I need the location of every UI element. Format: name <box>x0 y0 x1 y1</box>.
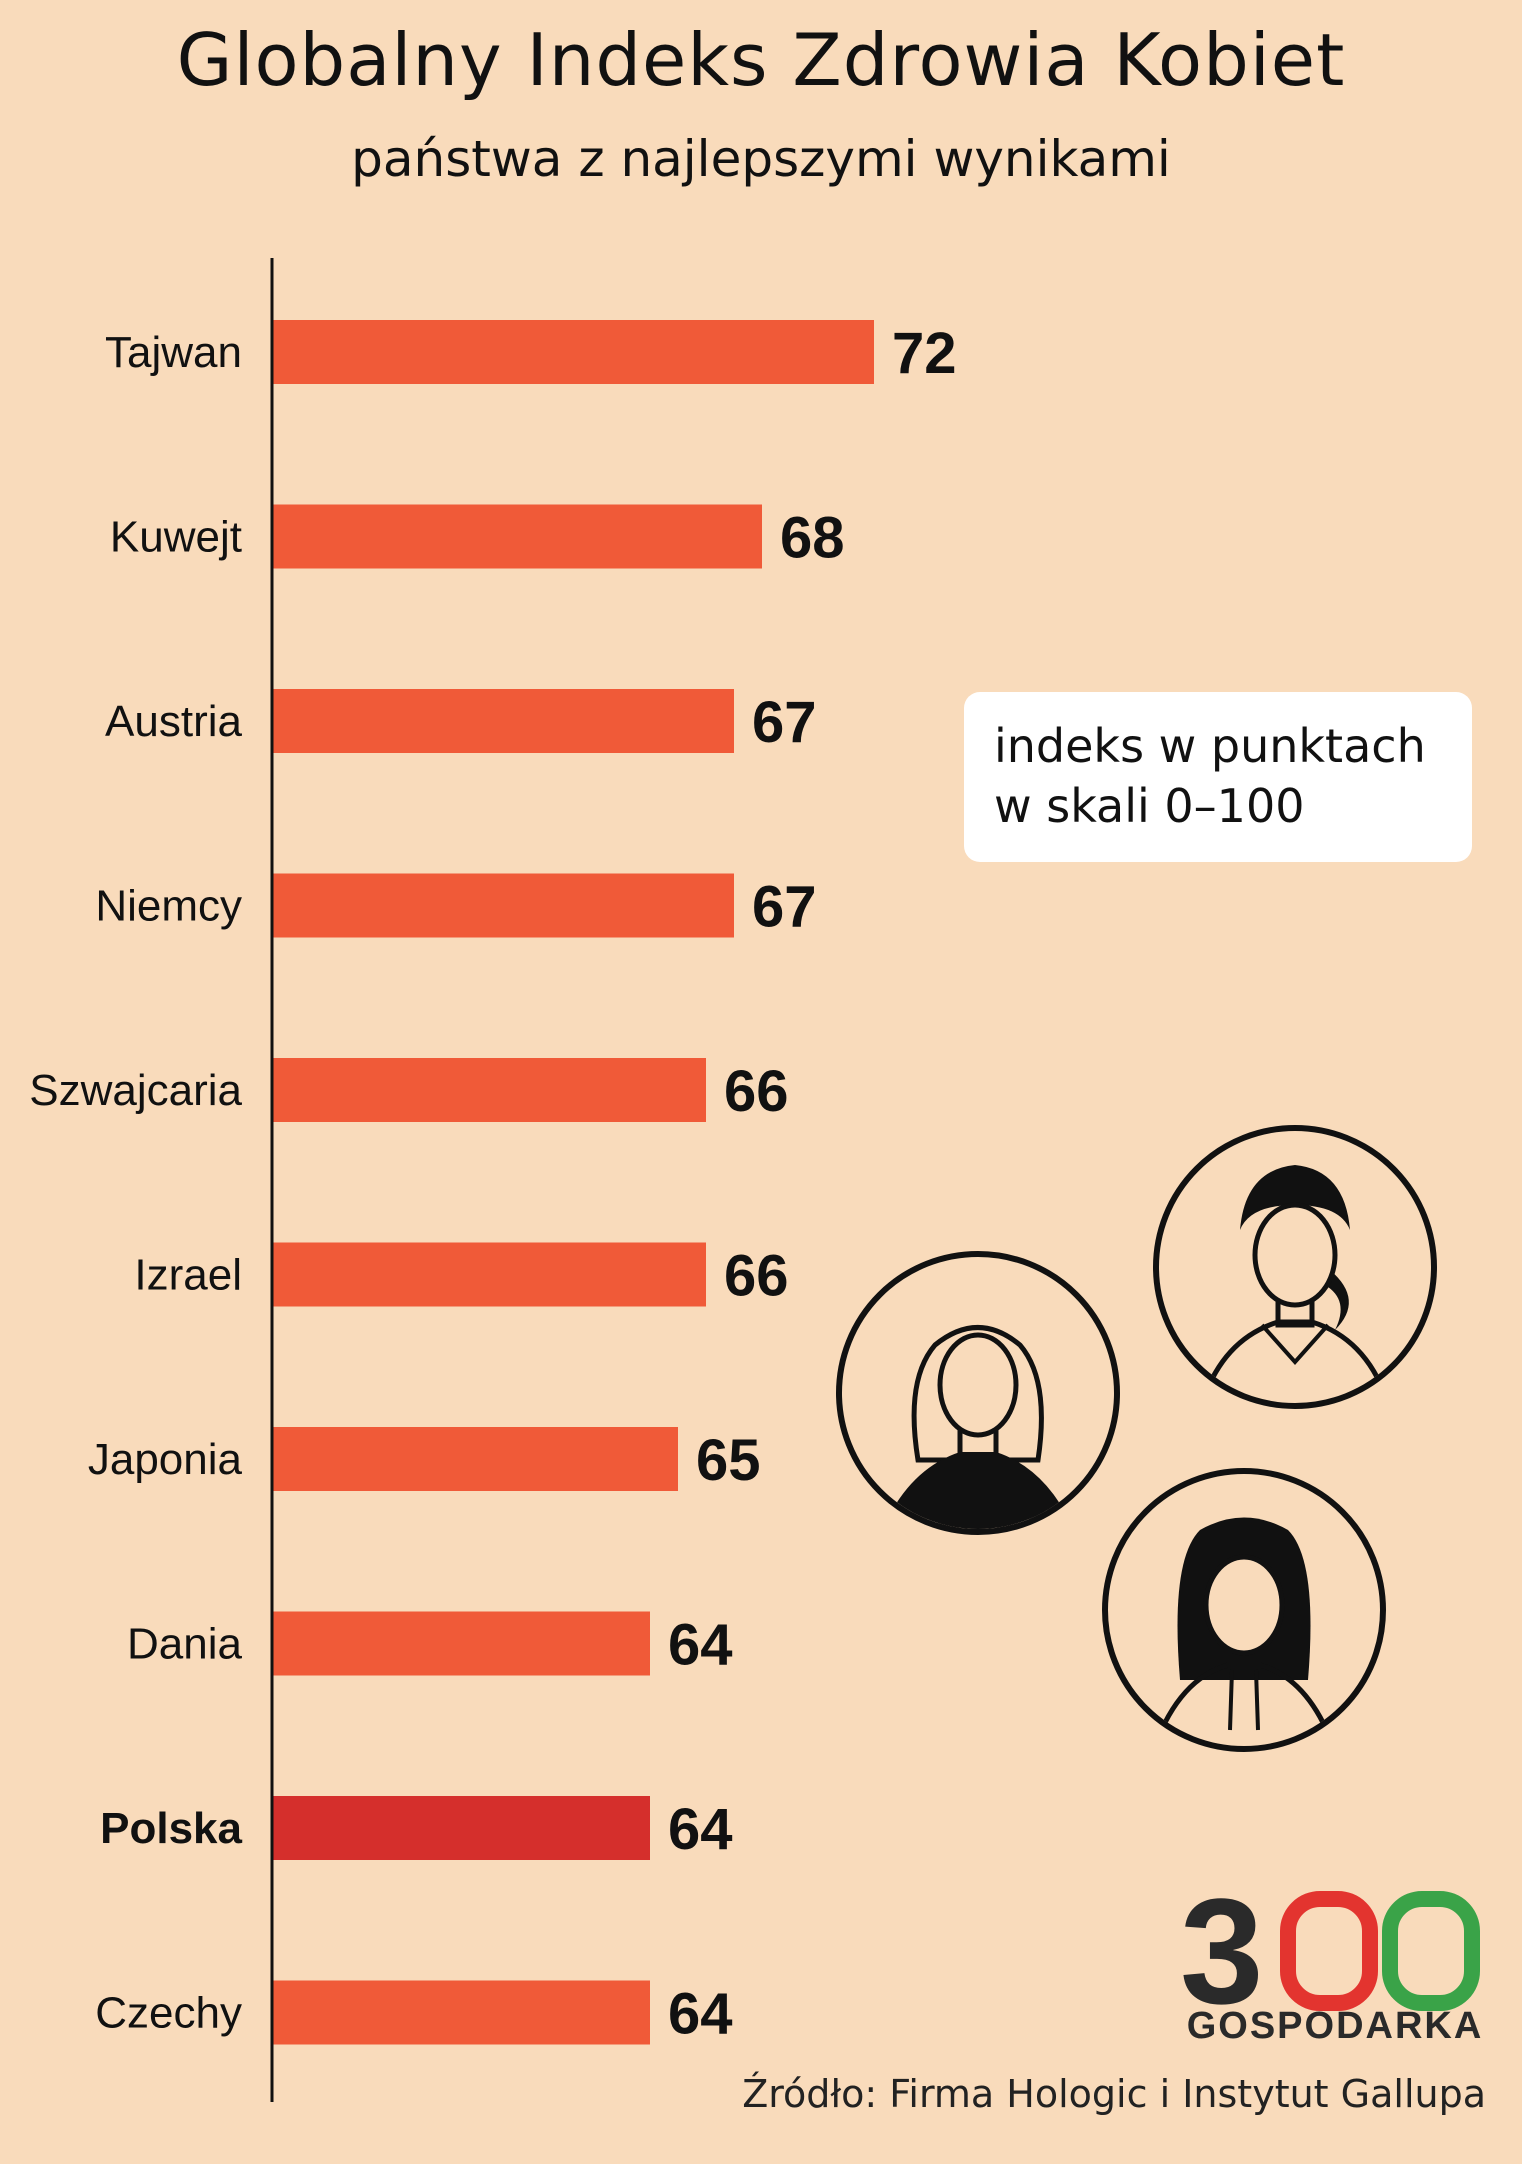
category-label-austria: Austria <box>105 697 242 746</box>
logo-text: GOSPODARKA <box>1186 2005 1484 2047</box>
value-label-austria: 67 <box>752 690 817 755</box>
woman-avatar-icon <box>836 1251 1120 1535</box>
value-label-szwajcaria: 66 <box>724 1059 789 1124</box>
bar-kuwejt <box>272 504 762 569</box>
scale-note: indeks w punktach w skali 0–100 <box>964 692 1472 862</box>
bar-dania <box>272 1611 650 1676</box>
category-label-polska: Polska <box>100 1804 242 1853</box>
value-label-polska: 64 <box>668 1797 733 1862</box>
value-label-niemcy: 67 <box>752 875 817 940</box>
value-label-tajwan: 72 <box>892 321 957 386</box>
value-label-japonia: 65 <box>696 1428 761 1493</box>
bar-czechy <box>272 1980 650 2045</box>
value-label-kuwejt: 68 <box>780 506 845 571</box>
logo-digit-0-red <box>1280 1891 1378 2011</box>
bar-japonia <box>272 1427 678 1491</box>
bar-niemcy <box>272 873 734 938</box>
scale-note-line1: indeks w punktach <box>994 719 1426 773</box>
bar-szwajcaria <box>272 1058 706 1122</box>
woman-avatar-icon <box>1153 1125 1437 1409</box>
bar-austria <box>272 689 734 753</box>
scale-note-line2: w skali 0–100 <box>994 779 1305 833</box>
category-label-niemcy: Niemcy <box>95 882 242 931</box>
category-label-kuwejt: Kuwejt <box>110 513 242 562</box>
value-label-izrael: 66 <box>724 1244 789 1309</box>
category-label-japonia: Japonia <box>88 1435 243 1484</box>
woman-avatar-icon <box>1102 1468 1386 1752</box>
bar-tajwan <box>272 320 874 384</box>
value-label-dania: 64 <box>668 1613 733 1678</box>
chart-subtitle: państwa z najlepszymi wynikami <box>351 130 1171 188</box>
bar-izrael <box>272 1242 706 1307</box>
category-label-tajwan: Tajwan <box>105 328 242 377</box>
logo-digit-3: 3 <box>1180 1885 1263 2015</box>
gospodarka-logo: 3 <box>1180 1885 1480 2015</box>
category-label-szwajcaria: Szwajcaria <box>29 1066 242 1115</box>
source-note: Źródło: Firma Hologic i Instytut Gallupa <box>742 2072 1486 2116</box>
category-label-dania: Dania <box>127 1620 242 1669</box>
logo-digit-0-green <box>1382 1891 1480 2011</box>
value-label-czechy: 64 <box>668 1982 733 2047</box>
category-label-czechy: Czechy <box>95 1989 242 2038</box>
bar-polska <box>272 1796 650 1860</box>
category-label-izrael: Izrael <box>134 1251 242 1300</box>
chart-title: Globalny Indeks Zdrowia Kobiet <box>176 18 1346 102</box>
